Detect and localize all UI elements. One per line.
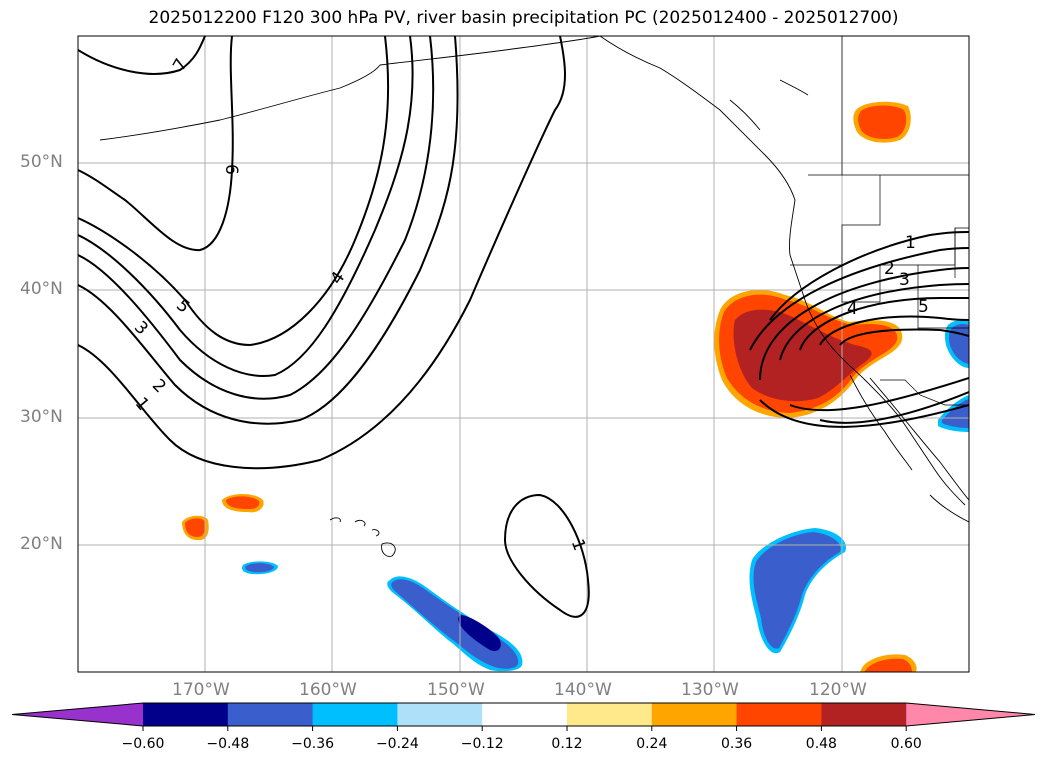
colorbar-segment <box>143 703 229 726</box>
coast-north-america <box>599 36 966 506</box>
lat-label-20n: 20°N <box>20 534 63 554</box>
coast-alaska-peninsula <box>379 36 601 66</box>
contour-label-east-5: 5 <box>918 297 929 317</box>
pv-contour-1-subtropical <box>503 493 590 618</box>
coast-gulf-california <box>869 377 969 501</box>
pv-contour-east-lower-3 <box>759 399 969 428</box>
precip-positive-hawaii-west-a-core <box>185 518 206 537</box>
map-title: 2025012200 F120 300 hPa PV, river basin … <box>148 8 899 28</box>
colorbar-tick-label: 0.60 <box>890 736 922 752</box>
lon-label-170w: 170°W <box>172 680 230 700</box>
pv-contour-6 <box>78 36 234 252</box>
coastlines <box>99 36 969 557</box>
colorbar-segment <box>397 703 483 726</box>
precip-positive-canada-core <box>858 105 907 139</box>
pv-contour-east-lower-2 <box>819 391 969 424</box>
coast-canada-islands <box>729 79 809 131</box>
contour-label-east-3: 3 <box>899 270 910 290</box>
precip-positive-california-core <box>733 309 872 402</box>
lon-label-150w: 150°W <box>427 680 485 700</box>
pv-contour-east-inner-1 <box>819 315 969 346</box>
colorbar-extend-max <box>906 703 1035 726</box>
lon-label-160w: 160°W <box>299 680 357 700</box>
precip-negative-hawaii-small-core <box>245 563 274 573</box>
colorbar-segment <box>482 703 568 726</box>
colorbar-tick-label: −0.12 <box>460 736 504 752</box>
lat-label-50n: 50°N <box>20 152 63 172</box>
precip-shading <box>182 101 969 672</box>
coast-hawaii-islands <box>329 517 396 557</box>
pv-contours <box>78 36 969 618</box>
precip-positive-hawaii-west-b-core <box>226 496 260 510</box>
colorbar-segment <box>736 703 822 726</box>
lat-label-30n: 30°N <box>20 407 63 427</box>
colorbar-tick-label: 0.24 <box>636 736 668 752</box>
precip-negative-hawaii-east-core <box>391 579 519 669</box>
pv-contour-east-inner-2 <box>839 328 969 346</box>
pv-contour-east-3 <box>759 267 969 381</box>
colorbar <box>11 702 1036 731</box>
colorbar-tick-label: 0.12 <box>551 736 583 752</box>
pv-contour-east-lower-1 <box>789 377 969 412</box>
pv-contour-east-1 <box>769 231 969 321</box>
pv-contour-3 <box>78 36 435 400</box>
colorbar-tick-label: 0.36 <box>721 736 753 752</box>
pv-contour-east-4 <box>779 283 969 361</box>
lon-label-120w: 120°W <box>809 680 867 700</box>
contour-label-1-subtropical: 1 <box>567 537 589 554</box>
coast-baja <box>849 374 913 471</box>
contour-label-east-1: 1 <box>905 233 916 253</box>
precip-negative-east-a-core <box>948 324 969 364</box>
lon-label-130w: 130°W <box>681 680 739 700</box>
colorbar-segment <box>567 703 653 726</box>
pv-contour-east-5 <box>799 296 969 351</box>
precip-negative-baja-core <box>753 532 841 649</box>
colorbar-tick-label: −0.36 <box>291 736 335 752</box>
colorbar-segment <box>651 703 738 726</box>
colorbar-tick-label: −0.48 <box>206 736 250 752</box>
colorbar-segment <box>312 703 398 726</box>
contour-label-6: 6 <box>221 164 241 175</box>
map-frame <box>77 35 970 673</box>
pv-contour-2 <box>78 36 459 425</box>
map-area: 7 6 5 4 3 2 1 1 1 2 3 4 5 <box>78 36 969 672</box>
colorbar-tick-label: −0.60 <box>121 736 165 752</box>
colorbar-segment <box>821 703 907 726</box>
precip-positive-mexico-bottom-core <box>864 658 912 672</box>
pv-contour-east-2 <box>749 247 969 351</box>
pv-contour-1 <box>78 36 566 470</box>
contour-label-east-2: 2 <box>884 259 895 279</box>
colorbar-tick-label: −0.24 <box>375 736 419 752</box>
colorbar-tick-label: 0.48 <box>805 736 837 752</box>
pv-contour-7 <box>78 36 206 75</box>
contour-label-east-4: 4 <box>847 299 858 319</box>
colorbar-segment <box>227 703 314 726</box>
contour-label-2: 2 <box>148 375 170 397</box>
pv-contour-5 <box>78 36 390 347</box>
lon-label-140w: 140°W <box>554 680 612 700</box>
precip-negative-hawaii-east-deep <box>458 615 501 651</box>
colorbar-extend-min <box>12 703 143 726</box>
coast-mexico-west <box>929 494 969 523</box>
pv-contour-4 <box>78 36 414 377</box>
coast-aleutians <box>99 64 381 141</box>
lat-label-40n: 40°N <box>20 279 63 299</box>
